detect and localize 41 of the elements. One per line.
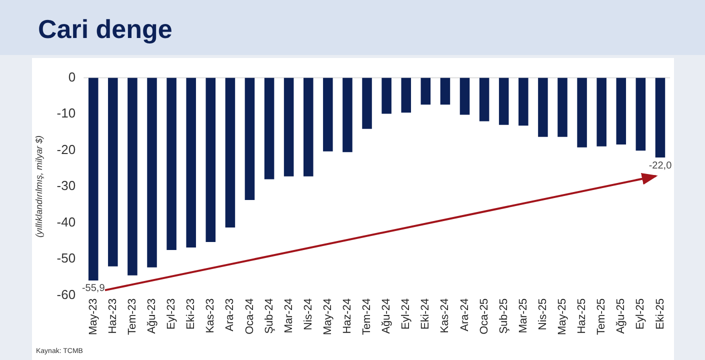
x-tick-label: Şub-25 <box>498 298 510 334</box>
x-tick-label: Nis-25 <box>536 298 549 330</box>
x-tick-label: Şub-24 <box>263 298 276 334</box>
x-tick-label: Haz-25 <box>576 298 588 334</box>
x-tick-label: Mar-25 <box>517 298 530 334</box>
x-tick-label: Haz-23 <box>106 298 119 334</box>
x-tick-label: Mar-24 <box>282 298 295 334</box>
x-tick-label: Oca-25 <box>478 298 490 334</box>
x-tick-label: Haz-24 <box>342 298 354 334</box>
x-tick-label: Ara-24 <box>458 298 471 332</box>
y-tick-label: -10 <box>56 106 76 121</box>
y-tick-label: 0 <box>68 69 76 84</box>
x-tick-label: Tem-24 <box>361 298 374 336</box>
x-tick-label: May-25 <box>556 298 569 336</box>
x-tick-label: Ağu-24 <box>380 298 393 334</box>
y-tick-label: -50 <box>56 250 76 266</box>
data-label: -55,9 <box>82 283 106 294</box>
y-tick-label: -60 <box>56 286 76 302</box>
x-tick-label: Ara-23 <box>224 298 236 332</box>
x-tick-label: Tem-23 <box>126 298 138 336</box>
x-tick-label: May-23 <box>87 298 100 336</box>
x-tick-label: Eyl-24 <box>400 298 412 330</box>
x-tick-label: Kas-23 <box>204 298 217 334</box>
x-tick-label: May-24 <box>322 298 334 336</box>
x-tick-label: Ağu-25 <box>615 298 628 334</box>
x-tick-label: Eki-24 <box>420 298 432 330</box>
x-tick-label: Eyl-23 <box>166 298 178 330</box>
x-tick-label: Kas-24 <box>439 298 452 334</box>
x-tick-label: Ağu-23 <box>146 298 158 334</box>
x-tick-label: Tem-25 <box>596 298 608 336</box>
y-tick-label: -20 <box>56 142 76 157</box>
x-tick-label: Eki-25 <box>654 298 666 330</box>
x-tick-label: Eyl-25 <box>634 298 647 330</box>
x-tick-label: Oca-24 <box>244 298 256 334</box>
chart-title: Cari denge <box>38 14 172 45</box>
x-tick-label: Eki-23 <box>185 298 198 330</box>
y-axis-title: (yıllıklandırılmış, milyar $) <box>34 136 44 238</box>
y-tick-label: -40 <box>56 214 76 230</box>
y-tick-label: -30 <box>56 178 76 194</box>
data-label: -22,0 <box>648 160 672 172</box>
x-tick-label: Nis-24 <box>302 298 314 330</box>
